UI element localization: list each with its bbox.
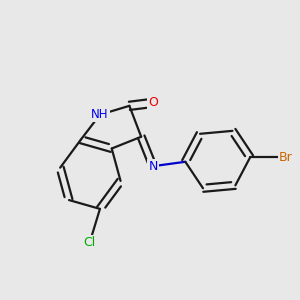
Text: Br: Br [279,151,292,164]
Text: Cl: Cl [83,236,96,249]
Text: NH: NH [91,108,109,121]
Text: N: N [148,160,158,173]
Text: O: O [148,96,158,110]
